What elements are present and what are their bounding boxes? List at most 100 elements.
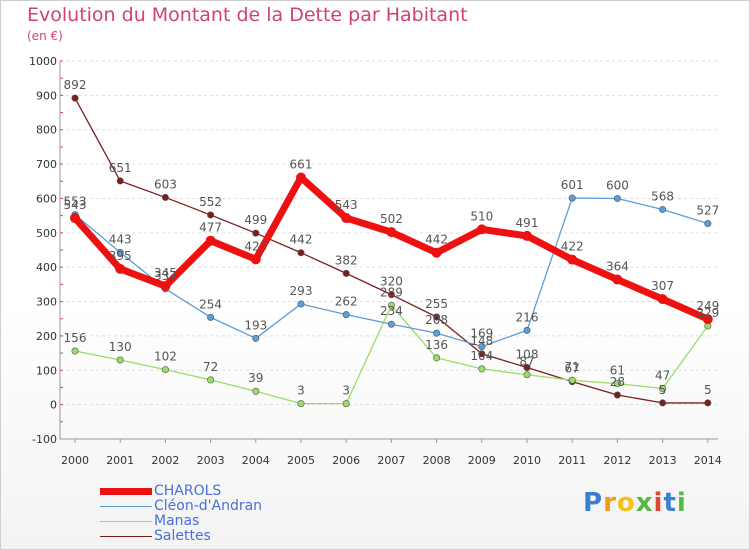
- data-label: 148: [470, 334, 493, 348]
- data-label: 39: [248, 371, 263, 385]
- data-point: [116, 248, 124, 256]
- x-tick-label: 2010: [513, 454, 541, 467]
- y-tick-label: 700: [36, 158, 57, 171]
- data-point: [116, 177, 124, 185]
- data-point: [160, 281, 171, 292]
- data-label: 395: [109, 249, 132, 263]
- y-tick-label: 0: [50, 399, 57, 412]
- x-tick-label: 2002: [151, 454, 179, 467]
- data-label: 552: [199, 195, 222, 209]
- data-point: [612, 274, 623, 285]
- data-point: [613, 194, 621, 202]
- data-label: 289: [380, 285, 403, 299]
- data-point: [613, 391, 621, 399]
- data-label: 543: [64, 198, 87, 212]
- data-label: 661: [290, 157, 313, 171]
- y-tick-label: -100: [32, 433, 57, 446]
- y-tick-label: 600: [36, 192, 57, 205]
- x-tick-label: 2000: [61, 454, 89, 467]
- data-label: 255: [425, 297, 448, 311]
- data-point: [387, 291, 395, 299]
- data-point: [297, 300, 305, 308]
- data-point: [207, 211, 215, 219]
- data-label: 216: [516, 310, 539, 324]
- data-point: [207, 313, 215, 321]
- legend-swatch-manas: [100, 521, 152, 522]
- data-point: [523, 364, 531, 372]
- logo-letter: t: [663, 488, 677, 518]
- data-point: [161, 366, 169, 374]
- legend-swatch-cleon-d-andran: [100, 506, 152, 507]
- data-point: [613, 380, 621, 388]
- data-point: [250, 254, 261, 265]
- data-label: 307: [651, 279, 674, 293]
- chart-title: Evolution du Montant de la Dette par Hab…: [27, 4, 468, 26]
- data-label: 553: [64, 195, 87, 209]
- data-point: [702, 314, 713, 325]
- legend-label-cleon-d-andran: Cléon-d'Andran: [154, 498, 263, 514]
- line-chart: -100 0 100 200 300 400 500 600 700 800 900 1000 2000…: [29, 55, 722, 467]
- data-point: [342, 269, 350, 277]
- data-point: [342, 400, 350, 408]
- data-point: [522, 230, 532, 241]
- data-point: [567, 254, 578, 265]
- data-point: [297, 249, 305, 257]
- data-label: 320: [380, 275, 403, 289]
- data-point: [386, 227, 397, 238]
- data-label: 423: [244, 239, 267, 253]
- data-label: 87: [519, 355, 534, 369]
- data-label: 5: [704, 383, 712, 397]
- data-label: 136: [425, 338, 448, 352]
- data-point: [568, 376, 576, 384]
- data-label: 169: [470, 327, 493, 341]
- data-point: [659, 205, 667, 213]
- x-tick-label: 2005: [287, 454, 315, 467]
- legend-swatch-charols: [100, 488, 152, 495]
- data-label: 422: [561, 240, 584, 254]
- data-label: 130: [109, 340, 132, 354]
- y-tick-label: 300: [36, 296, 57, 309]
- data-point: [659, 399, 667, 407]
- legend-label-salettes: Salettes: [154, 528, 211, 544]
- data-label: 337: [154, 269, 177, 283]
- legend-swatch-salettes: [100, 536, 152, 537]
- data-label: 477: [199, 221, 222, 235]
- x-tick-label: 2012: [603, 454, 631, 467]
- data-point: [252, 387, 260, 395]
- x-tick-label: 2013: [649, 454, 677, 467]
- x-tick-label: 2007: [377, 454, 405, 467]
- data-label: 156: [64, 331, 87, 345]
- y-tick-label: 500: [36, 227, 57, 240]
- data-point: [71, 94, 79, 102]
- data-point: [704, 399, 712, 407]
- data-label: 568: [651, 189, 674, 203]
- data-point: [431, 247, 442, 258]
- data-label: 3: [342, 384, 350, 398]
- data-label: 491: [516, 216, 539, 230]
- data-label: 499: [244, 213, 267, 227]
- data-point: [657, 294, 668, 305]
- x-tick-label: 2004: [242, 454, 270, 467]
- data-label: 600: [606, 178, 629, 192]
- data-point: [433, 329, 441, 337]
- x-tick-label: 2008: [423, 454, 451, 467]
- legend-label-manas: Manas: [154, 513, 200, 529]
- data-point: [523, 326, 531, 334]
- x-tick-label: 2011: [558, 454, 586, 467]
- data-point: [523, 371, 531, 379]
- logo-letter: i: [676, 488, 687, 518]
- data-label: 71: [565, 360, 580, 374]
- data-label: 543: [335, 198, 358, 212]
- logo-letter: o: [616, 488, 636, 518]
- data-label: 262: [335, 295, 358, 309]
- data-label: 67: [565, 362, 580, 376]
- data-label: 102: [154, 350, 177, 364]
- data-label: 254: [199, 297, 222, 311]
- y-tick-label: 400: [36, 261, 57, 274]
- data-label: 3: [297, 384, 305, 398]
- data-point: [252, 334, 260, 342]
- data-point: [704, 220, 712, 228]
- data-point: [341, 213, 352, 224]
- data-label: 61: [610, 364, 625, 378]
